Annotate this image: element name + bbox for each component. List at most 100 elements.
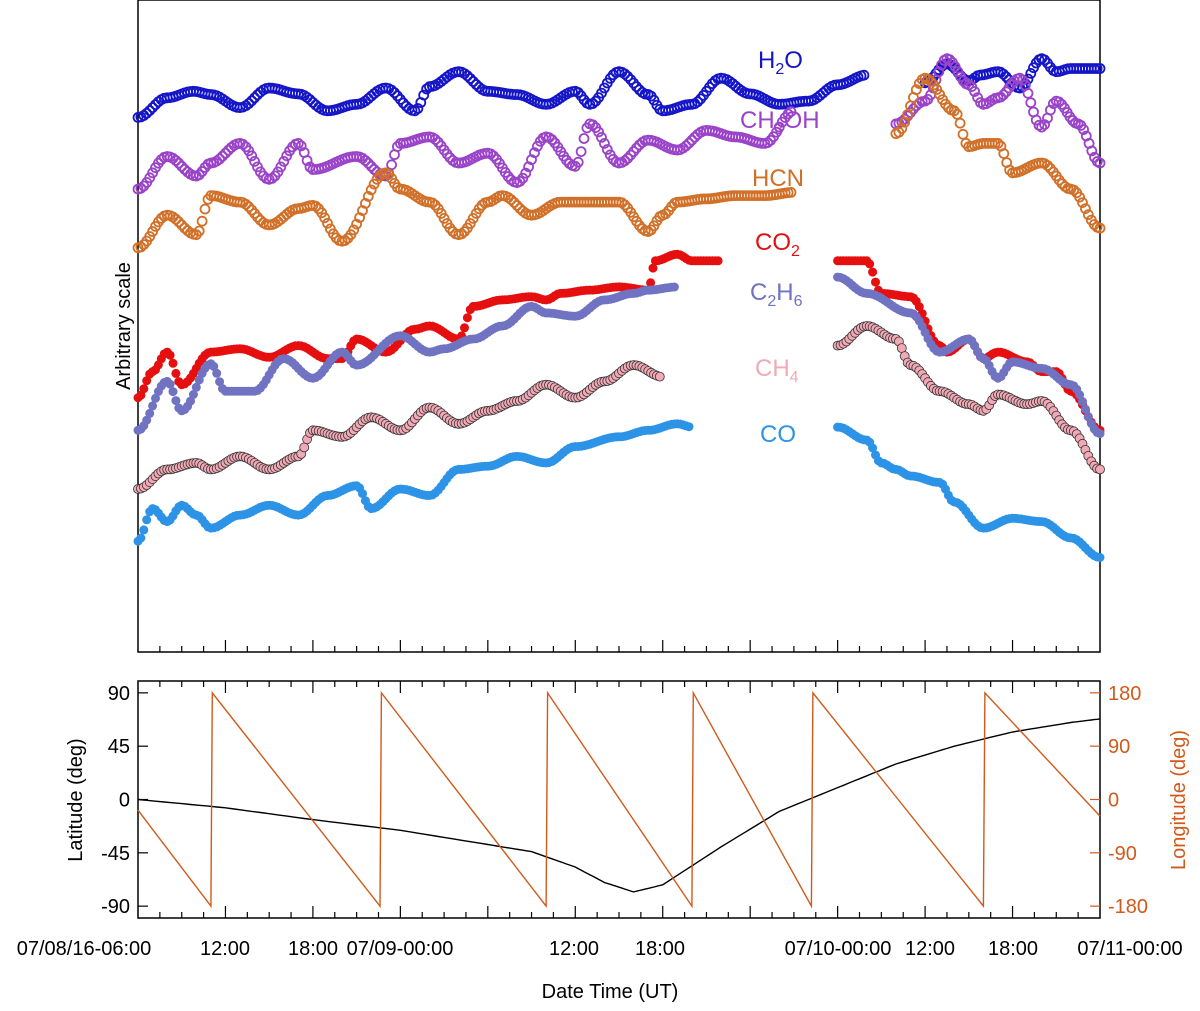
data-point [418,89,430,101]
data-point [246,95,258,107]
data-point [322,217,333,229]
data-point [142,415,152,425]
data-point [896,122,908,134]
data-point [215,377,225,387]
data-point [505,194,517,206]
top-y-axis-label: Arbitrary scale [113,262,135,390]
data-point [391,141,403,153]
data-point [954,117,966,129]
data-point [622,71,634,82]
data-point [622,152,634,164]
data-point [168,358,178,368]
data-point [359,155,371,166]
data-point [1053,96,1065,108]
data-point [144,105,156,116]
data-point [616,197,628,209]
data-point [914,302,924,312]
data-point [561,154,572,166]
data-point [998,89,1009,101]
series-line-latitude [137,718,1101,893]
data-point [135,182,147,194]
data-point [868,267,878,277]
data-point [217,150,228,162]
data-point [572,156,584,168]
x-tick-label: 12:00 [905,938,955,960]
data-point [634,219,645,231]
data-point [1094,222,1106,234]
data-point [461,70,473,82]
data-point [1039,54,1050,66]
data-point [386,84,398,96]
data-point [467,76,479,87]
data-point [319,212,331,224]
data-point [1094,63,1106,74]
data-point [660,208,671,220]
data-point [1080,203,1091,215]
x-tick-label: 12:00 [549,938,599,960]
top-x-ticks [159,640,1079,652]
data-point [514,175,526,187]
data-point [310,200,322,212]
y-tick-label: 45 [108,736,130,758]
data-point [1083,412,1093,422]
data-point [249,92,261,104]
data-point [266,172,278,184]
label-c2h6: C2H6 [750,279,803,310]
latitude-axis-label: Latitude (deg) [65,738,87,861]
data-point [409,105,421,117]
data-point [1017,74,1028,86]
y-tick-label-right: 90 [1108,736,1130,758]
data-point [358,489,367,499]
y-tick-label-right: 180 [1108,683,1141,705]
data-point [1025,68,1037,79]
y-tick-label: -45 [101,843,130,865]
label-ch3oh: CH3OH [740,107,820,138]
data-point [686,134,698,146]
data-point [619,199,631,211]
bottom-series-group [137,690,1101,909]
data-point [587,119,599,131]
data-point [1045,104,1056,116]
x-tick-label: 12:00 [200,938,250,960]
data-point [631,142,642,154]
data-point [1075,390,1085,400]
data-point [969,86,980,97]
data-point [147,102,159,113]
data-point [1036,121,1048,133]
data-point [176,219,188,231]
data-point [173,157,185,169]
data-point [365,160,377,172]
data-point [193,225,205,237]
data-point [1077,197,1088,209]
x-tick-label: 07/10-00:00 [785,938,892,960]
y-tick-label: -90 [101,896,130,918]
data-point [299,442,310,453]
data-point [619,155,631,167]
data-point [170,155,182,166]
data-point [529,147,540,159]
data-point [683,137,695,149]
data-point [188,390,198,399]
series-hcn [132,72,1106,254]
data-point [1067,115,1079,126]
data-point [998,68,1009,80]
x-tick-label: 18:00 [635,938,685,960]
data-point [762,137,774,149]
data-point [1074,191,1085,203]
label-hcn: HCN [752,165,804,192]
species-labels: H2O CH3OH HCN CO2 C2H6 CH4 CO [740,47,820,448]
data-point [142,515,152,525]
data-point [785,186,797,198]
data-point [191,382,201,392]
top-plot-frame [137,0,1101,653]
data-point [168,387,178,397]
data-point [252,211,263,223]
data-point [713,256,723,266]
x-axis-label: Date Time (UT) [542,981,679,1003]
data-point [572,87,584,98]
data-point [243,201,255,213]
series-c2h6 [133,272,1105,439]
data-point [348,224,360,236]
data-point [546,134,558,146]
data-point [593,126,604,138]
